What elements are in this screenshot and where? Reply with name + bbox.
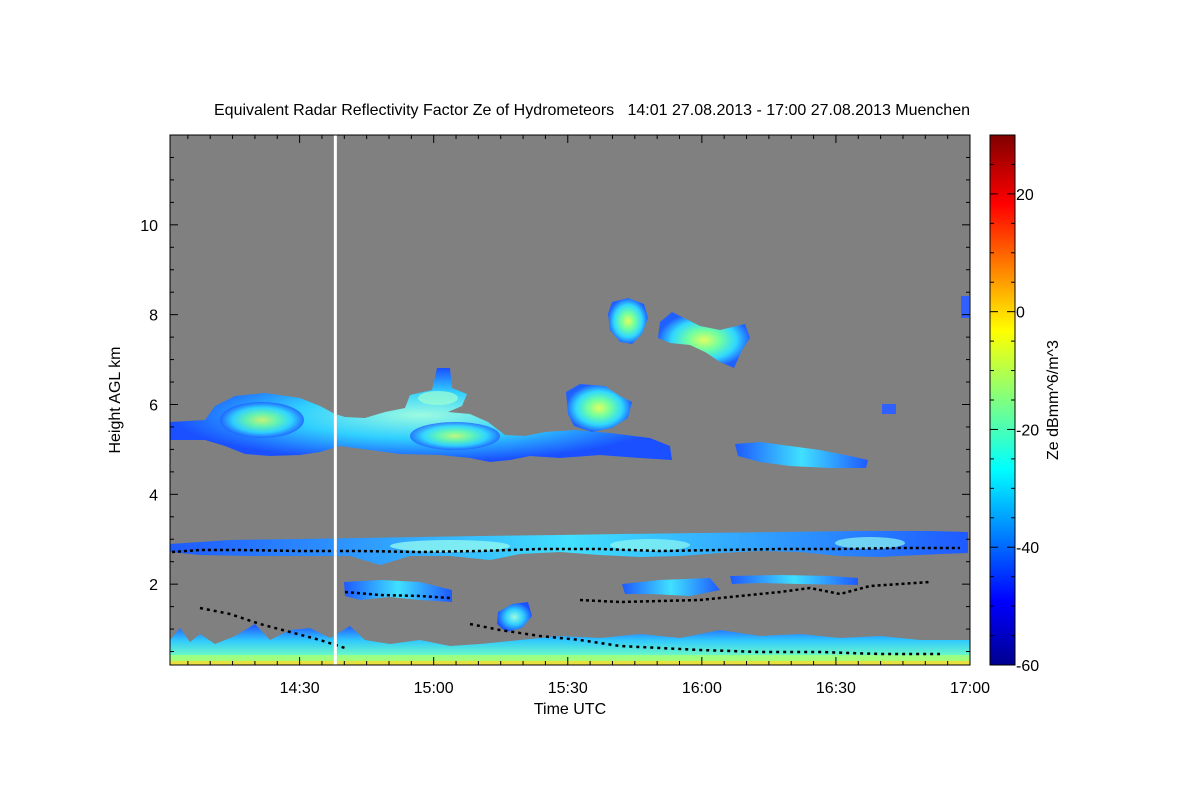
mid-cloud-core [418, 391, 458, 405]
x-tick-label: 15:00 [414, 680, 454, 697]
x-tick-label: 14:30 [280, 680, 320, 697]
x-tick-label: 16:00 [682, 680, 722, 697]
x-tick-label: 15:30 [548, 680, 588, 697]
x-tick-label: 16:30 [816, 680, 856, 697]
low-cloud-core [390, 540, 510, 552]
colorbar-tick-label: 0 [1016, 305, 1025, 322]
isolated-echo [961, 296, 969, 318]
echo-layer [170, 296, 970, 665]
colorbar-tick-label: -60 [1016, 658, 1039, 675]
mid-cloud-cell [566, 384, 632, 432]
mid-cloud-east [735, 442, 868, 468]
low-echo [497, 602, 532, 632]
ground-clutter-core [170, 655, 970, 665]
x-axis: 14:30 15:00 15:30 16:00 16:30 17:00 [187, 135, 990, 697]
chart-title: Equivalent Radar Reflectivity Factor Ze … [214, 102, 970, 119]
y-axis: 2 4 6 8 10 [140, 134, 970, 653]
cloud-base-markers [344, 580, 931, 604]
x-tick-label: 17:00 [950, 680, 990, 697]
isolated-echo [882, 404, 896, 414]
y-tick-label: 6 [149, 397, 158, 414]
x-axis-title: Time UTC [534, 701, 606, 718]
colorbar-tick-label: 20 [1016, 187, 1034, 204]
colorbar-tick-label: -40 [1016, 540, 1039, 557]
y-tick-label: 10 [140, 218, 158, 235]
y-tick-label: 4 [149, 487, 158, 504]
upper-cloud-cell [658, 312, 750, 368]
y-axis-title: Height AGL km [107, 346, 124, 453]
y-tick-label: 2 [149, 577, 158, 594]
cloud-base-markers [199, 606, 940, 656]
mid-cloud-core [410, 422, 500, 450]
low-echo [622, 578, 720, 596]
upper-cloud-cell [608, 298, 648, 344]
colorbar-title: Ze dBmm^6/m^3 [1045, 340, 1062, 460]
low-echo [730, 575, 858, 585]
mid-cloud-band [170, 368, 672, 462]
plot-frame [169, 134, 971, 666]
colorbar-tick-label: -20 [1016, 422, 1039, 439]
colorbar-axis: 20 0 -20 -40 -60 [990, 134, 1039, 675]
ground-clutter-bottom [170, 661, 970, 665]
low-cloud-core [835, 537, 905, 549]
low-cloud-core [610, 539, 690, 551]
ground-clutter [170, 624, 970, 665]
y-tick-label: 8 [149, 308, 158, 325]
colorbar: 20 0 -20 -40 -60 Ze dBmm^6/m^3 [989, 134, 1062, 675]
mid-cloud-core [220, 402, 304, 438]
cloud-base-markers [171, 546, 960, 554]
plot-area: 14:30 15:00 15:30 16:00 16:30 17:00 2 4 6 8 10 [140, 134, 990, 697]
